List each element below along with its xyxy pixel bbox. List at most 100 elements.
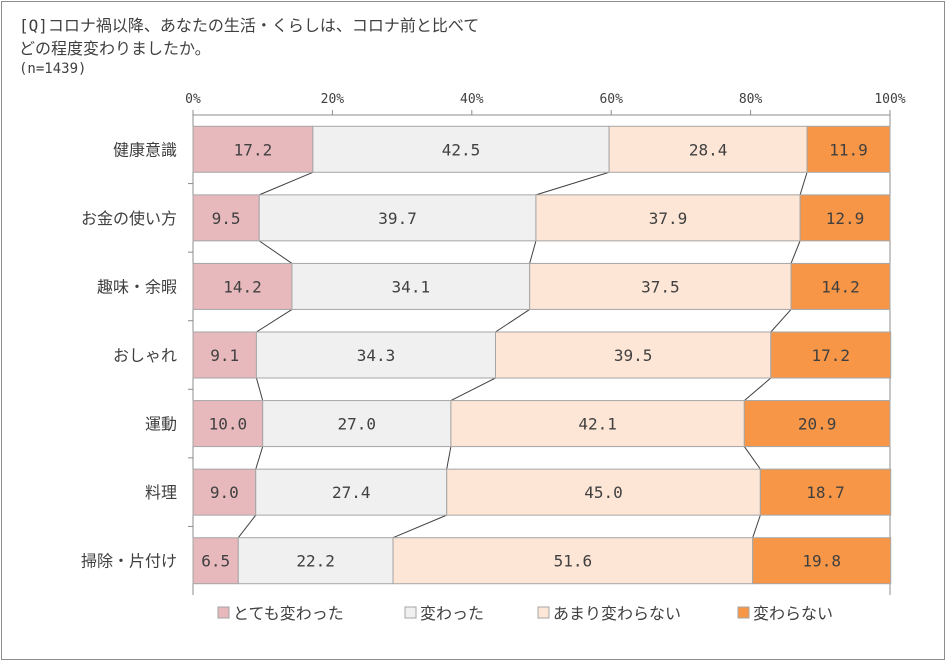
bar-segment: [237, 537, 394, 585]
series-line: [529, 240, 537, 264]
category-label: 料理: [145, 483, 177, 502]
bar-segment: [192, 468, 257, 516]
series-lines-layer: [237, 171, 808, 539]
sample-size: (n=1439): [19, 61, 87, 77]
bar-segment: [752, 537, 892, 585]
category-label: お金の使い方: [81, 209, 177, 228]
bar-segment: [608, 125, 808, 173]
legend-label: あまり変わらない: [553, 604, 681, 623]
legend-label: 変わらない: [753, 604, 833, 623]
bar-segment: [255, 468, 448, 516]
data-label: 6.5: [201, 552, 230, 571]
bar-segment: [799, 194, 891, 242]
bar-segment: [258, 194, 537, 242]
data-label: 10.0: [209, 415, 248, 434]
data-label: 39.7: [378, 209, 417, 228]
bar-segment: [192, 262, 293, 310]
bar-segment: [743, 400, 891, 448]
data-label: 37.5: [641, 277, 680, 296]
bar-segment: [806, 125, 891, 173]
series-line: [535, 171, 610, 196]
bar-segment: [192, 194, 260, 242]
data-label: 12.9: [826, 209, 865, 228]
data-label: 42.1: [578, 415, 617, 434]
x-tick-label: 20%: [321, 92, 345, 107]
category-label: おしゃれ: [113, 346, 177, 365]
bar-segment: [446, 468, 761, 516]
bar-segment: [790, 262, 891, 310]
data-label: 17.2: [234, 140, 273, 159]
legend-swatch: [217, 606, 230, 619]
bar-segment: [535, 194, 801, 242]
data-label: 27.4: [332, 483, 371, 502]
series-line: [743, 446, 761, 470]
bar-segment: [494, 331, 772, 379]
series-line: [495, 309, 530, 333]
data-label: 45.0: [584, 483, 623, 502]
data-label: 34.3: [357, 346, 396, 365]
x-tick-label: 60%: [599, 92, 623, 107]
category-label: 健康意識: [113, 140, 177, 159]
series-line: [799, 172, 808, 196]
bar-segment: [770, 331, 892, 379]
chart-header: [Q]コロナ禍以降、あなたの生活・くらしは、コロナ前と比べて どの程度変わりまし…: [19, 14, 479, 78]
bar-segment: [255, 331, 496, 379]
data-label: 37.9: [649, 209, 688, 228]
data-label: 28.4: [689, 140, 728, 159]
series-line: [392, 514, 447, 539]
legend-swatch: [737, 606, 750, 619]
data-label: 19.8: [802, 552, 841, 571]
series-line: [258, 240, 293, 264]
question-line-2: どの程度変わりましたか。: [19, 39, 211, 58]
bar-segment: [262, 400, 452, 448]
bars-layer: [192, 125, 892, 585]
bar-segment: [392, 537, 754, 585]
category-label: 趣味・余暇: [97, 277, 177, 296]
data-label: 14.2: [223, 277, 262, 296]
data-label: 42.5: [442, 140, 481, 159]
series-line: [744, 377, 772, 401]
bar-segment: [192, 400, 264, 448]
x-tick-label: 40%: [460, 92, 484, 107]
data-labels-layer: 健康意識 17.2 42.5 28.4 11.9 お金の使い方 9.5 39.7 37.9 12.…: [81, 140, 868, 570]
data-label: 51.6: [554, 552, 593, 571]
category-label: 掃除・片付け: [81, 552, 177, 571]
x-tick-label: 100%: [874, 92, 905, 107]
x-tick-label: 80%: [739, 92, 763, 107]
data-label: 27.0: [338, 415, 377, 434]
series-line: [259, 171, 314, 196]
x-tick-label: 0%: [185, 92, 201, 107]
bar-segment: [759, 468, 892, 516]
series-line: [450, 377, 496, 402]
data-label: 22.2: [296, 552, 335, 571]
legend-swatch: [537, 606, 550, 619]
legend: とても変わった 変わった あまり変わらない 変わらない: [217, 604, 833, 623]
series-line: [790, 240, 801, 264]
series-line: [446, 446, 452, 470]
bar-segment: [192, 331, 257, 379]
legend-swatch: [404, 606, 417, 619]
data-label: 20.9: [798, 415, 837, 434]
bar-segment: [529, 262, 792, 310]
series-line: [255, 377, 264, 401]
question-line-1: [Q]コロナ禍以降、あなたの生活・くらしは、コロナ前と比べて: [19, 16, 480, 35]
data-label: 39.5: [614, 346, 653, 365]
data-label: 9.5: [212, 209, 241, 228]
data-label: 18.7: [806, 483, 845, 502]
data-label: 17.2: [811, 346, 850, 365]
legend-label: 変わった: [420, 604, 484, 623]
series-line: [255, 446, 264, 470]
series-line: [770, 309, 792, 333]
data-label: 34.1: [392, 277, 431, 296]
legend-label: とても変わった: [233, 604, 344, 623]
series-line: [237, 514, 257, 539]
bar-segment: [192, 125, 314, 173]
data-label: 14.2: [821, 277, 860, 296]
category-label: 運動: [145, 415, 177, 434]
series-line: [752, 514, 761, 538]
data-label: 11.9: [829, 140, 868, 159]
series-line: [256, 309, 293, 333]
data-label: 9.1: [210, 346, 239, 365]
data-label: 9.0: [210, 483, 239, 502]
